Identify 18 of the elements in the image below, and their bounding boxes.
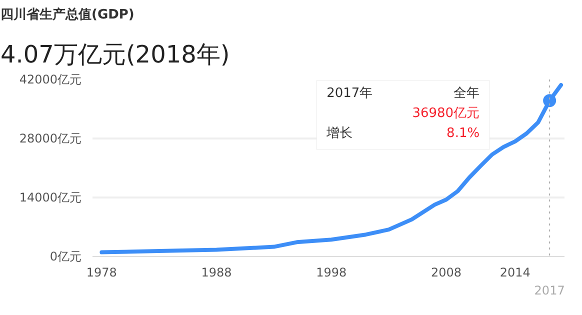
x-tick-label: 2008: [430, 266, 462, 280]
x-tick-label: 1998: [316, 266, 347, 280]
annotation: 36980亿元: [412, 106, 480, 121]
y-tick-label: 42000亿元: [19, 72, 82, 86]
chart-title: 四川省生产总值(GDP): [0, 6, 134, 22]
x-tick-label: 1988: [201, 266, 232, 280]
x-tick-label: 2014: [500, 266, 530, 280]
x-tick-label: 1978: [86, 266, 117, 280]
y-tick-label: 0亿元: [50, 250, 82, 264]
line-series: [100, 82, 564, 254]
y-tick-label: 28000亿元: [19, 132, 82, 146]
annotation: 增长: [326, 126, 353, 141]
ref-line-label: 2017: [534, 284, 565, 298]
chart-subtitle: 4.07万亿元(2018年): [0, 40, 230, 68]
annotation: 2017年: [326, 86, 373, 101]
annotation: 全年: [454, 86, 480, 101]
annotation: 8.1%: [446, 126, 480, 141]
y-tick-label: 14000亿元: [19, 190, 82, 204]
